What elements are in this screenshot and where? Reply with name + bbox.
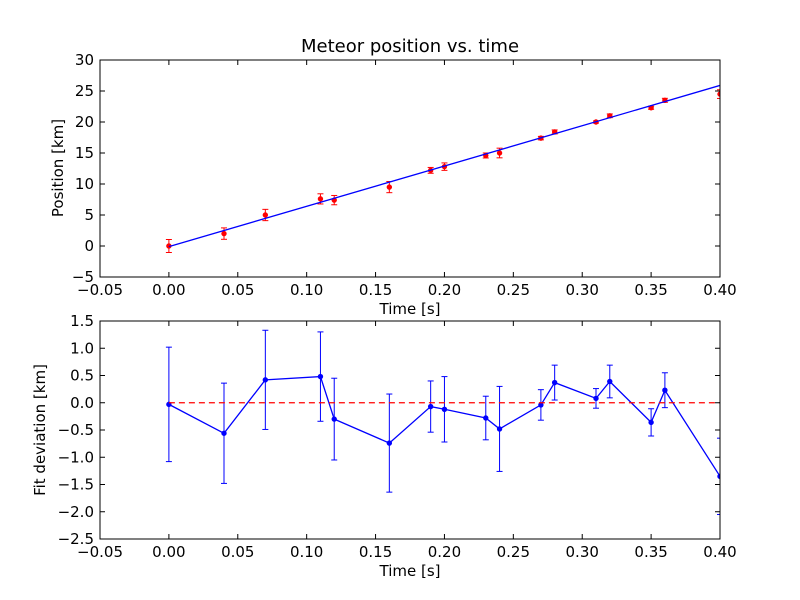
x-tick-label: 0.15 bbox=[359, 281, 392, 299]
data-point bbox=[607, 378, 613, 385]
y-tick-label: −2.5 bbox=[58, 530, 94, 548]
x-tick-label: 0.10 bbox=[290, 281, 323, 299]
x-tick-label: 0.25 bbox=[497, 281, 530, 299]
x-tick-labels: −0.05 0.00 0.05 0.10 0.15 0.20 0.25 0.30 0.35 0.4… bbox=[77, 543, 737, 561]
x-tick-label: 0.05 bbox=[221, 543, 254, 561]
y-tick-label: 15 bbox=[75, 144, 94, 162]
y-tick-label: 0.5 bbox=[70, 367, 94, 385]
data-point bbox=[593, 395, 599, 402]
y-axis-label: Position [km] bbox=[49, 119, 67, 217]
x-tick-label: 0.40 bbox=[703, 281, 736, 299]
x-tick-label: −0.05 bbox=[77, 281, 123, 299]
data-point bbox=[441, 406, 448, 412]
data-point bbox=[317, 196, 324, 202]
x-tick-label: 0.05 bbox=[221, 281, 254, 299]
x-tick-label: 0.20 bbox=[428, 543, 461, 561]
data-point bbox=[386, 440, 393, 446]
y-tick-label: 0.0 bbox=[70, 394, 94, 412]
data-layer bbox=[165, 84, 720, 254]
data-point bbox=[331, 416, 337, 422]
data-point bbox=[221, 230, 227, 237]
y-tick-label: −2.0 bbox=[58, 503, 94, 521]
x-axis-label: Time [s] bbox=[379, 300, 441, 318]
data-point bbox=[551, 379, 558, 386]
chart-title: Meteor position vs. time bbox=[301, 36, 519, 57]
plot-area bbox=[165, 84, 720, 254]
x-tick-label: −0.05 bbox=[77, 543, 123, 561]
x-tick-label: 0.00 bbox=[152, 281, 185, 299]
data-point bbox=[262, 212, 269, 218]
x-tick-label: 0.00 bbox=[152, 543, 185, 561]
data-point bbox=[317, 373, 324, 380]
x-tick-label: 0.20 bbox=[428, 281, 461, 299]
x-tick-label: 0.10 bbox=[290, 543, 323, 561]
x-axis-label: Time [s] bbox=[379, 562, 441, 580]
tick-marks bbox=[99, 59, 721, 278]
position-plot: Meteor position vs. time −0.05 0.00 0.05 0.… bbox=[49, 36, 737, 318]
x-tick-label: 0.30 bbox=[566, 281, 599, 299]
y-tick-label: 25 bbox=[75, 82, 94, 100]
y-tick-label: 30 bbox=[75, 51, 94, 69]
y-tick-labels: −2.5 −2.0 −1.5 −1.0 −0.5 0.0 0.5 1.0 1.5 bbox=[58, 312, 94, 548]
x-tick-label: 0.25 bbox=[497, 543, 530, 561]
tick-marks bbox=[99, 320, 721, 540]
x-tick-label: 0.40 bbox=[703, 543, 736, 561]
x-tick-label: 0.30 bbox=[566, 543, 599, 561]
fit-line bbox=[168, 84, 720, 248]
data-point bbox=[483, 415, 489, 421]
y-tick-label: −5 bbox=[72, 268, 94, 286]
y-axis-label: Fit deviation [km] bbox=[31, 364, 49, 496]
y-tick-label: 0 bbox=[84, 237, 94, 255]
x-tick-label: 0.35 bbox=[634, 543, 667, 561]
plot-area bbox=[165, 329, 720, 515]
data-point bbox=[386, 184, 393, 190]
y-tick-label: −0.5 bbox=[58, 421, 94, 439]
y-tick-label: 1.0 bbox=[70, 339, 94, 357]
y-tick-label: −1.0 bbox=[58, 448, 94, 466]
y-tick-labels: −5 0 5 10 15 20 25 30 bbox=[72, 51, 94, 286]
data-point bbox=[427, 403, 434, 410]
data-layer bbox=[165, 329, 720, 515]
data-point bbox=[221, 430, 227, 436]
y-tick-label: −1.5 bbox=[58, 476, 94, 494]
x-tick-label: 0.35 bbox=[634, 281, 667, 299]
y-tick-label: 10 bbox=[75, 175, 94, 193]
data-point bbox=[648, 419, 654, 426]
data-point bbox=[496, 426, 503, 432]
y-tick-label: 20 bbox=[75, 113, 94, 131]
data-point bbox=[262, 377, 269, 383]
data-point bbox=[496, 150, 503, 156]
fit-deviation-plot: −0.05 0.00 0.05 0.10 0.15 0.20 0.25 0.30 0.35 0.4… bbox=[31, 312, 737, 580]
x-tick-label: 0.15 bbox=[359, 543, 392, 561]
axes-frame bbox=[99, 59, 721, 278]
y-tick-label: 1.5 bbox=[70, 312, 94, 330]
data-point bbox=[662, 387, 668, 393]
x-tick-labels: −0.05 0.00 0.05 0.10 0.15 0.20 0.25 0.30 0.35 0.4… bbox=[77, 281, 737, 299]
y-tick-label: 5 bbox=[84, 206, 94, 224]
